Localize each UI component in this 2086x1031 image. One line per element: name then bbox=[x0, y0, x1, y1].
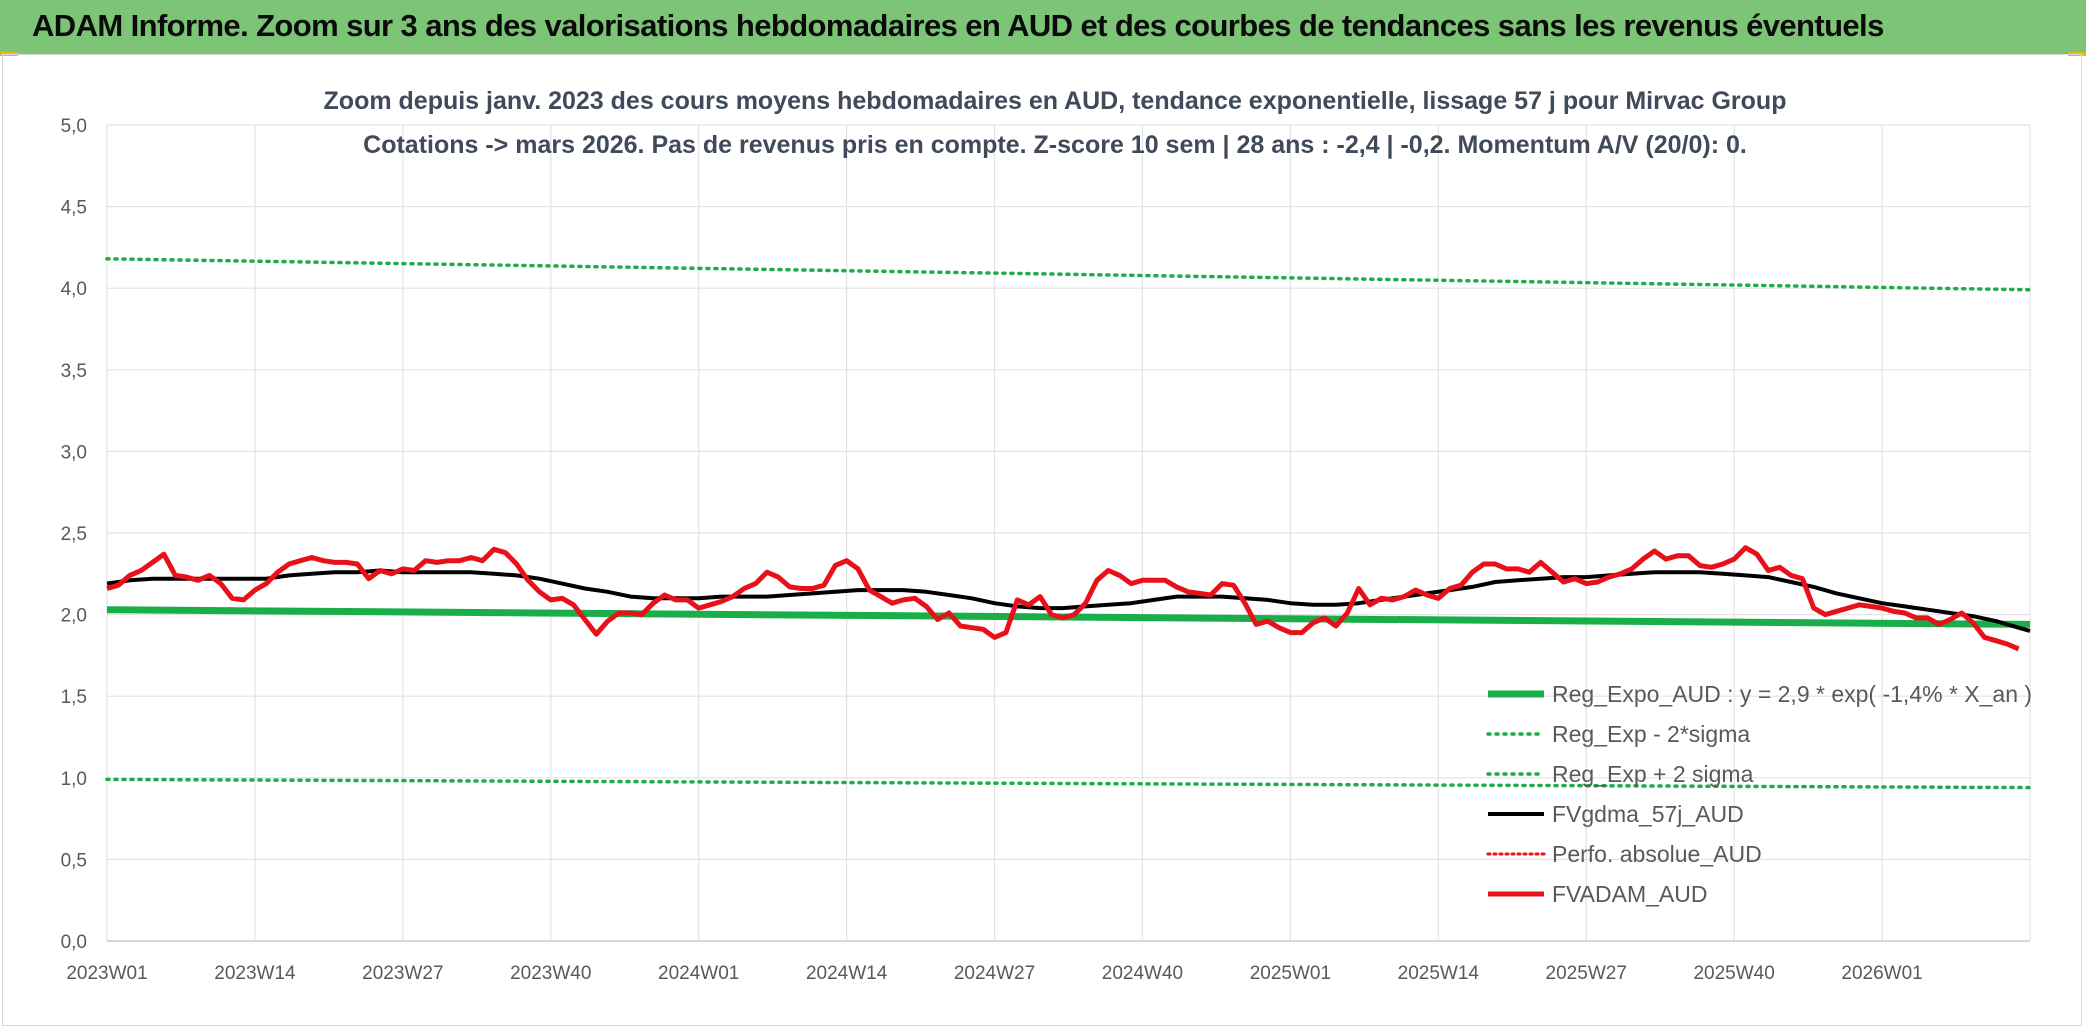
y-tick-label: 4,0 bbox=[61, 279, 87, 300]
x-tick-label: 2023W27 bbox=[362, 963, 443, 984]
x-tick-label: 2023W40 bbox=[510, 963, 591, 984]
y-tick-label: 1,5 bbox=[61, 687, 87, 708]
fvadam-line bbox=[106, 545, 2020, 652]
y-tick-label: 1,0 bbox=[61, 769, 87, 790]
sigma-minus-line bbox=[105, 777, 2032, 790]
y-tick-label: 3,5 bbox=[61, 361, 87, 382]
report-header: ADAM Informe. Zoom sur 3 ans des valoris… bbox=[0, 0, 2086, 54]
chart-title-line: Cotations -> mars 2026. Pas de revenus p… bbox=[363, 131, 1747, 159]
y-tick-label: 2,5 bbox=[61, 524, 87, 545]
y-tick-label: 3,0 bbox=[61, 442, 87, 463]
y-tick-label: 0,5 bbox=[61, 850, 87, 871]
x-tick-label: 2026W01 bbox=[1841, 963, 1922, 984]
legend-label: Perfo. absolue_AUD bbox=[1552, 841, 1762, 867]
y-tick-label: 0,0 bbox=[61, 932, 87, 953]
x-tick-label: 2025W40 bbox=[1693, 963, 1774, 984]
chart-area-border bbox=[2, 54, 2082, 1026]
y-tick-label: 4,5 bbox=[61, 198, 87, 219]
chart-title-line: Zoom depuis janv. 2023 des cours moyens … bbox=[324, 87, 1787, 115]
x-tick-label: 2025W14 bbox=[1398, 963, 1480, 984]
x-tick-label: 2025W01 bbox=[1250, 963, 1331, 984]
fvgdma-line bbox=[106, 568, 2031, 633]
x-tick-label: 2025W27 bbox=[1546, 963, 1627, 984]
legend-label: FVADAM_AUD bbox=[1552, 881, 1708, 907]
x-tick-label: 2023W14 bbox=[214, 963, 296, 984]
x-tick-label: 2024W40 bbox=[1102, 963, 1183, 984]
legend-label: Reg_Exp - 2*sigma bbox=[1552, 721, 1750, 747]
legend-label: Reg_Expo_AUD : y = 2,9 * exp( -1,4% * X_… bbox=[1552, 681, 2032, 707]
sigma-plus-line bbox=[105, 257, 2032, 292]
y-tick-label: 5,0 bbox=[61, 116, 87, 137]
report-title: ADAM Informe. Zoom sur 3 ans des valoris… bbox=[32, 8, 1884, 43]
legend-label: Reg_Exp + 2 sigma bbox=[1552, 761, 1754, 787]
legend-label: FVgdma_57j_AUD bbox=[1552, 801, 1744, 827]
x-tick-label: 2024W01 bbox=[658, 963, 739, 984]
x-tick-label: 2023W01 bbox=[66, 963, 147, 984]
x-tick-label: 2024W27 bbox=[954, 963, 1035, 984]
y-tick-label: 2,0 bbox=[61, 606, 87, 627]
x-tick-label: 2024W14 bbox=[806, 963, 888, 984]
